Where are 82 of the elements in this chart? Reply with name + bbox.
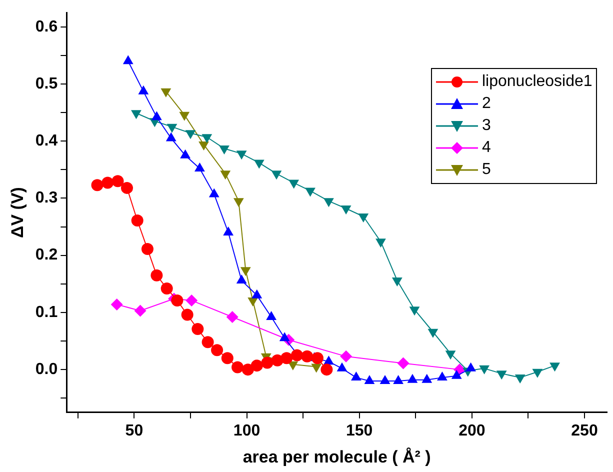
legend-label: 3 (482, 116, 491, 135)
point (160, 282, 173, 294)
point (150, 269, 163, 282)
y-tick-label: 0.6 (35, 18, 58, 36)
point (271, 170, 282, 180)
point (376, 238, 386, 248)
y-tick-label: 0.1 (35, 304, 58, 321)
point (340, 206, 352, 214)
point (254, 160, 264, 169)
point (436, 372, 448, 381)
point (171, 294, 184, 306)
point (324, 198, 334, 208)
point (131, 110, 142, 120)
point (393, 374, 404, 384)
y-axis-title: ΔV (V) (8, 187, 27, 238)
point (451, 370, 462, 379)
point (202, 336, 214, 348)
point (311, 352, 324, 364)
x-tick-label: 100 (233, 422, 260, 440)
point (232, 361, 244, 374)
point (112, 175, 124, 188)
y-tick-label: 0.3 (35, 190, 58, 207)
point (280, 352, 293, 364)
point (324, 356, 334, 365)
point (211, 344, 224, 356)
point (160, 88, 172, 98)
point (179, 112, 190, 121)
x-tick-label: 200 (458, 422, 486, 440)
point (350, 372, 362, 381)
point (336, 362, 348, 372)
x-tick-label: 250 (571, 422, 598, 440)
point (198, 142, 209, 151)
point (320, 364, 333, 376)
point (261, 356, 274, 369)
y-tick-label: 0.5 (35, 75, 58, 92)
point (240, 267, 251, 276)
x-tick-label: 50 (125, 422, 144, 440)
point (266, 311, 276, 320)
point (166, 124, 178, 133)
point (186, 294, 198, 306)
point (279, 332, 290, 342)
point (226, 311, 238, 324)
point (340, 350, 352, 362)
point (407, 374, 418, 383)
point (422, 374, 432, 383)
point (220, 170, 231, 180)
point (110, 298, 123, 310)
point (290, 349, 303, 362)
point (466, 362, 476, 372)
y-tick-label: 0.4 (35, 132, 58, 150)
point (392, 277, 402, 286)
x-axis-title: area per molecule ( Å² ) (242, 447, 431, 466)
point (221, 352, 234, 364)
point (305, 188, 316, 197)
point (131, 214, 144, 226)
point (141, 243, 154, 256)
legend-label: 5 (482, 160, 491, 179)
point (102, 176, 114, 189)
point (250, 360, 263, 372)
legend-label: 4 (482, 138, 491, 157)
point (301, 350, 314, 362)
point (364, 374, 375, 384)
x-tick-label: 150 (346, 422, 373, 440)
point (219, 146, 230, 155)
point (134, 304, 146, 317)
point (185, 130, 196, 140)
point (397, 357, 410, 370)
point (242, 364, 254, 376)
point (288, 180, 300, 189)
point (91, 179, 104, 192)
point (181, 308, 194, 321)
legend-label: liponucleoside1 (482, 72, 592, 91)
point (192, 323, 204, 336)
point (358, 214, 369, 222)
point (233, 198, 244, 208)
point (380, 374, 390, 384)
y-tick-label: 0.2 (35, 246, 58, 264)
legend-label: 2 (482, 94, 491, 113)
point (202, 134, 212, 144)
point (120, 182, 133, 194)
point (236, 150, 247, 160)
y-tick-label: 0.0 (35, 360, 58, 378)
